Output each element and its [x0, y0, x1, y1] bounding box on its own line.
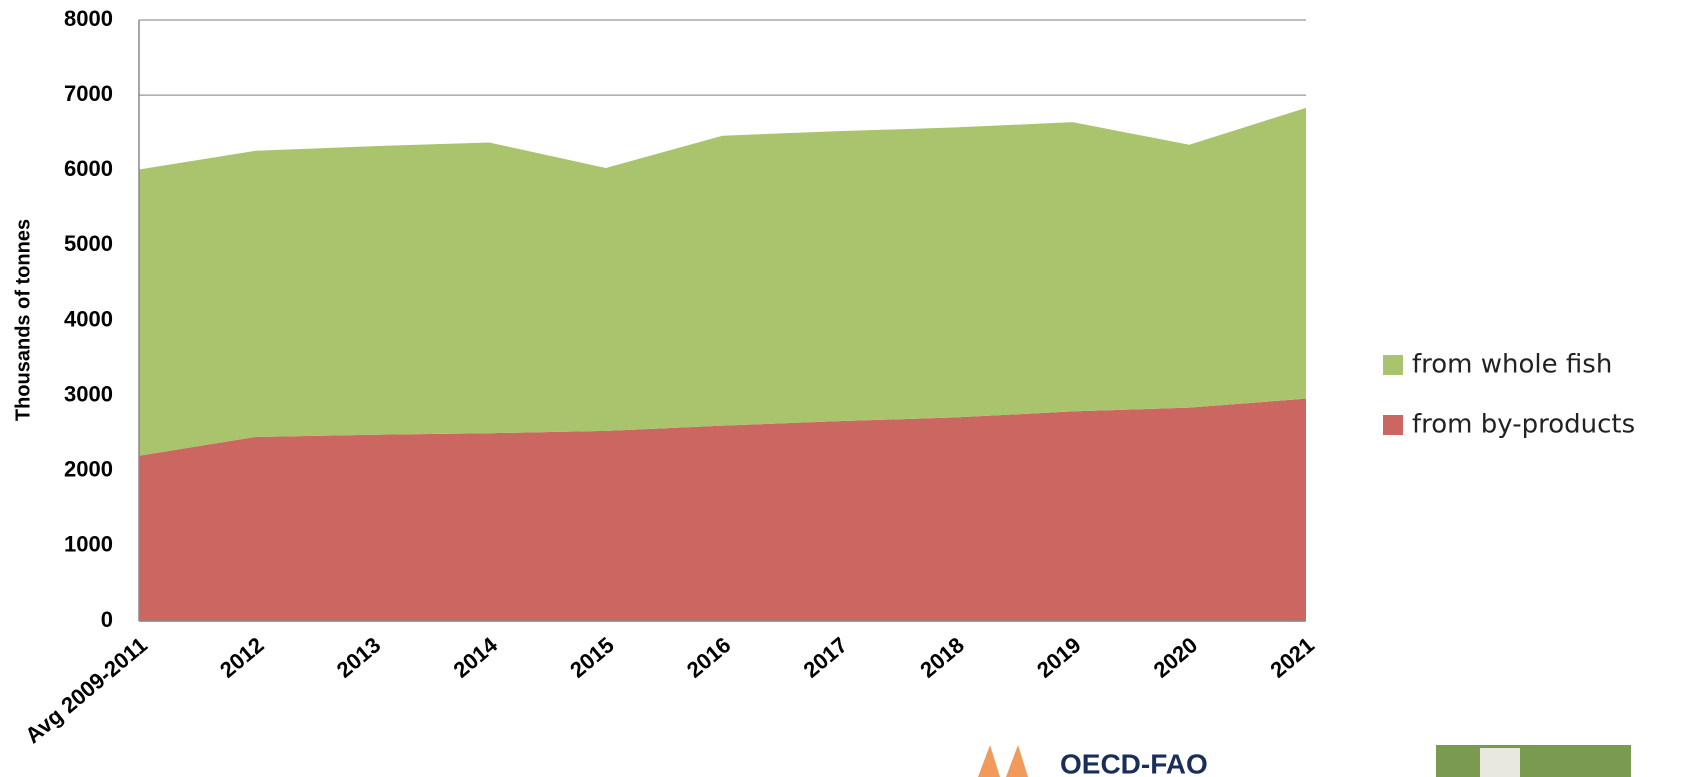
y-tick-label: 0 [101, 607, 113, 632]
plot [139, 19, 1306, 622]
y-axis-title: Thousands of tonnes [12, 219, 34, 421]
x-tick-label: 2016 [682, 632, 736, 683]
x-tick-label: 2013 [332, 632, 386, 683]
x-tick-label: 2015 [565, 632, 619, 683]
logo: OECD-FAO [978, 745, 1631, 777]
legend-swatch [1383, 355, 1403, 375]
y-tick-label: 2000 [64, 457, 113, 482]
y-tick-label: 5000 [64, 231, 113, 256]
y-tick-label: 7000 [64, 81, 113, 106]
x-tick-label: 2019 [1032, 632, 1086, 683]
x-tick-label: 2021 [1265, 632, 1319, 683]
y-tick-label: 8000 [64, 6, 113, 31]
logo-mark [1006, 745, 1028, 777]
logo-photo [1436, 745, 1631, 777]
logo-mark [978, 745, 1000, 777]
y-tick-label: 4000 [64, 306, 113, 331]
x-tick-label: 2014 [448, 632, 502, 683]
y-tick-label: 1000 [64, 532, 113, 557]
x-tick-label: 2017 [799, 632, 853, 683]
legend-label: from whole fish [1412, 350, 1612, 380]
y-tick-label: 6000 [64, 156, 113, 181]
legend-label: from by-products [1412, 410, 1635, 440]
x-tick-label: 2020 [1149, 632, 1203, 683]
y-tick-label: 3000 [64, 381, 113, 406]
area [139, 398, 1306, 621]
legend-swatch [1383, 415, 1403, 435]
logo-photo [1480, 748, 1520, 777]
area [139, 107, 1306, 456]
x-tick-label: Avg 2009-2011 [20, 632, 152, 748]
x-tick-label: 2018 [915, 632, 969, 683]
logo-text: OECD-FAO [1060, 748, 1208, 777]
x-tick-label: 2012 [215, 632, 269, 683]
